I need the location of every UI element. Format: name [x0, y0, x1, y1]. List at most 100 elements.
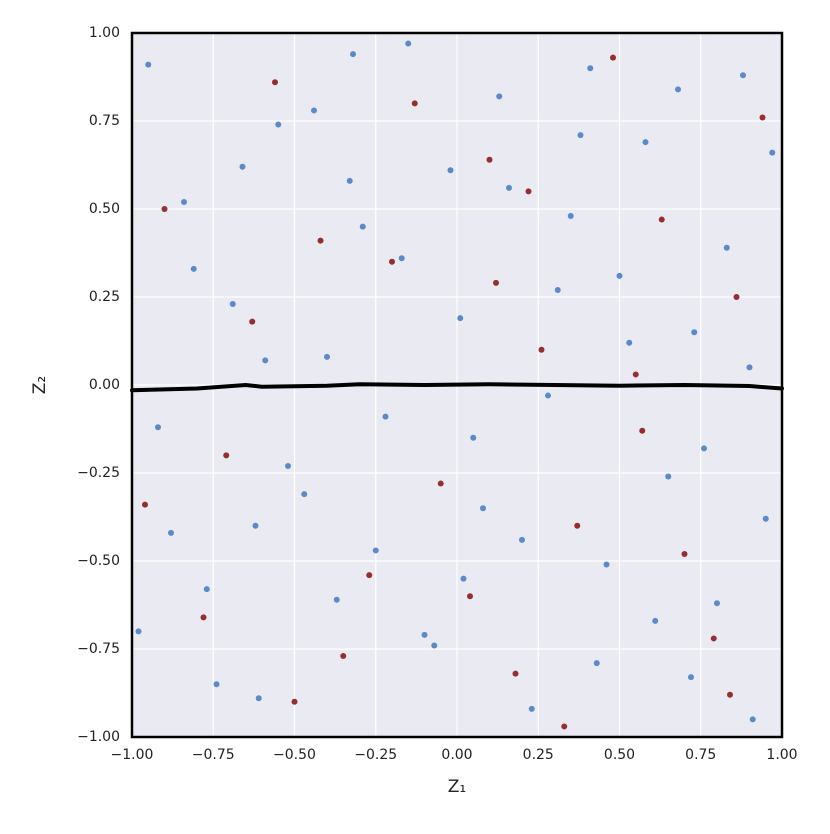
point [135, 628, 142, 635]
point [457, 315, 464, 322]
y-tick-label: 0.50 [89, 201, 120, 217]
point [275, 121, 282, 128]
point [389, 258, 395, 265]
point [372, 547, 379, 554]
y-tick-label: −0.50 [77, 553, 120, 569]
point [749, 716, 756, 723]
point [486, 156, 493, 163]
point [587, 65, 594, 72]
curve [130, 382, 784, 393]
point [411, 100, 418, 107]
point [229, 301, 236, 308]
point [759, 114, 766, 121]
point [506, 184, 512, 191]
point [262, 357, 269, 364]
point [701, 445, 707, 452]
x-tick-label: −1.00 [111, 747, 154, 763]
x-tick-label: 0.25 [523, 747, 554, 763]
point [561, 723, 568, 730]
point [190, 265, 197, 272]
point [460, 575, 467, 582]
point [223, 452, 230, 459]
point [740, 72, 746, 79]
point [181, 198, 187, 205]
point [714, 600, 720, 607]
point [359, 223, 366, 230]
point [727, 691, 733, 698]
x-tick-label: 0.00 [441, 747, 472, 763]
point [545, 392, 551, 399]
point [577, 132, 584, 139]
point [291, 698, 298, 705]
point [632, 371, 639, 378]
point [691, 329, 698, 336]
point [301, 491, 308, 498]
point [603, 561, 610, 568]
point [538, 346, 545, 353]
point [317, 237, 324, 244]
point [681, 550, 688, 557]
point [255, 695, 262, 702]
y-tick-label: 0.75 [89, 113, 120, 129]
y-tick-label: −1.00 [77, 729, 120, 745]
point [447, 167, 454, 174]
point [155, 424, 161, 431]
point [142, 501, 148, 508]
point [480, 505, 486, 512]
point [350, 51, 356, 58]
point [688, 674, 694, 681]
x-tick-label: 0.50 [604, 747, 635, 763]
point [340, 653, 347, 660]
y-tick-label: −0.75 [77, 641, 120, 657]
y-tick-label: 1.00 [89, 25, 120, 41]
point [574, 522, 581, 529]
point [203, 586, 210, 593]
point [567, 213, 574, 220]
point [528, 705, 535, 712]
point [398, 255, 405, 262]
point [733, 294, 740, 300]
point [200, 614, 207, 621]
point [437, 480, 444, 487]
point [252, 522, 259, 529]
point [493, 279, 499, 286]
point [346, 177, 353, 184]
point [652, 617, 659, 624]
x-tick-label: −0.75 [192, 747, 235, 763]
point [382, 413, 389, 420]
point [272, 79, 278, 86]
point [496, 93, 503, 100]
point [249, 318, 256, 325]
point [512, 670, 519, 677]
point [431, 642, 438, 649]
point [616, 272, 623, 279]
point [311, 107, 317, 114]
point [525, 188, 532, 195]
point [639, 427, 646, 434]
point [285, 462, 291, 469]
y-axis-label: Z₂ [30, 376, 50, 394]
point [333, 596, 340, 603]
point [324, 353, 330, 360]
point [665, 473, 672, 480]
point [467, 593, 473, 600]
point [642, 139, 649, 146]
plot-frame [130, 31, 784, 739]
x-tick-label: −0.50 [273, 747, 316, 763]
point [762, 515, 769, 522]
point [213, 681, 220, 688]
point [769, 149, 776, 156]
point [366, 572, 373, 579]
x-axis-label: Z₁ [448, 777, 466, 797]
point [610, 54, 616, 61]
point [145, 61, 152, 68]
x-tick-label: 0.75 [685, 747, 716, 763]
point [723, 244, 730, 251]
point [626, 339, 633, 346]
x-tick-label: −0.25 [354, 747, 397, 763]
point [470, 434, 477, 441]
point [554, 286, 561, 293]
point [421, 631, 428, 638]
y-tick-label: 0.00 [89, 377, 120, 393]
